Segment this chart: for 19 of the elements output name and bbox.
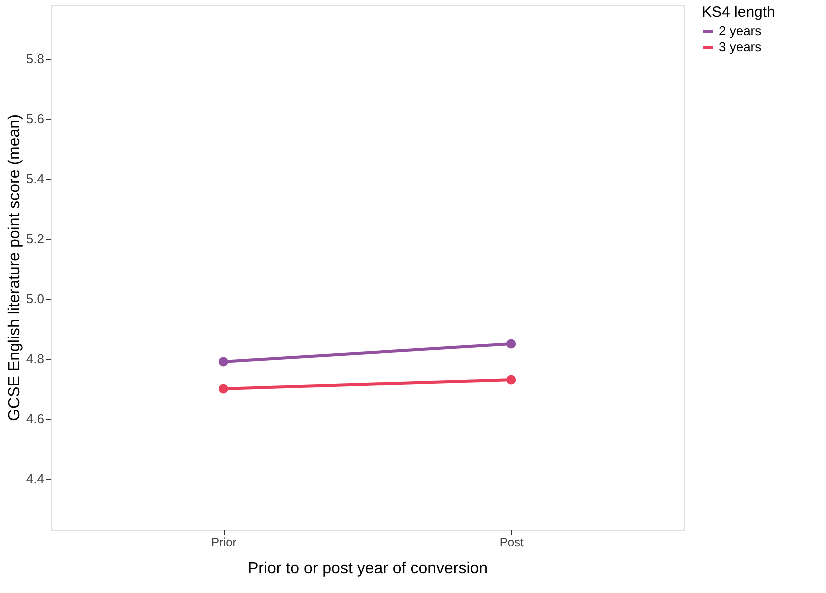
- point: [218, 384, 228, 394]
- point: [218, 357, 228, 367]
- y-tick-label: 5.2: [26, 232, 44, 246]
- legend-label: 3 years: [719, 40, 762, 54]
- y-axis-title: GCSE English literature point score (mean): [6, 114, 24, 422]
- x-tick-label: Prior: [211, 536, 237, 550]
- y-tick-label: 5.0: [26, 292, 44, 306]
- legend-title: KS4 length: [702, 4, 776, 21]
- y-tick-label: 4.4: [26, 472, 44, 486]
- x-tick-label: Post: [500, 536, 525, 550]
- legend-label: 2 years: [719, 24, 762, 38]
- x-axis-title: Prior to or post year of conversion: [248, 560, 488, 578]
- y-tick-label: 5.8: [26, 52, 44, 66]
- point: [506, 375, 516, 385]
- point: [506, 339, 516, 349]
- y-tick-label: 5.4: [26, 172, 44, 186]
- y-tick-label: 5.6: [26, 112, 44, 126]
- y-tick-label: 4.8: [26, 352, 44, 366]
- y-tick-label: 4.6: [26, 412, 44, 426]
